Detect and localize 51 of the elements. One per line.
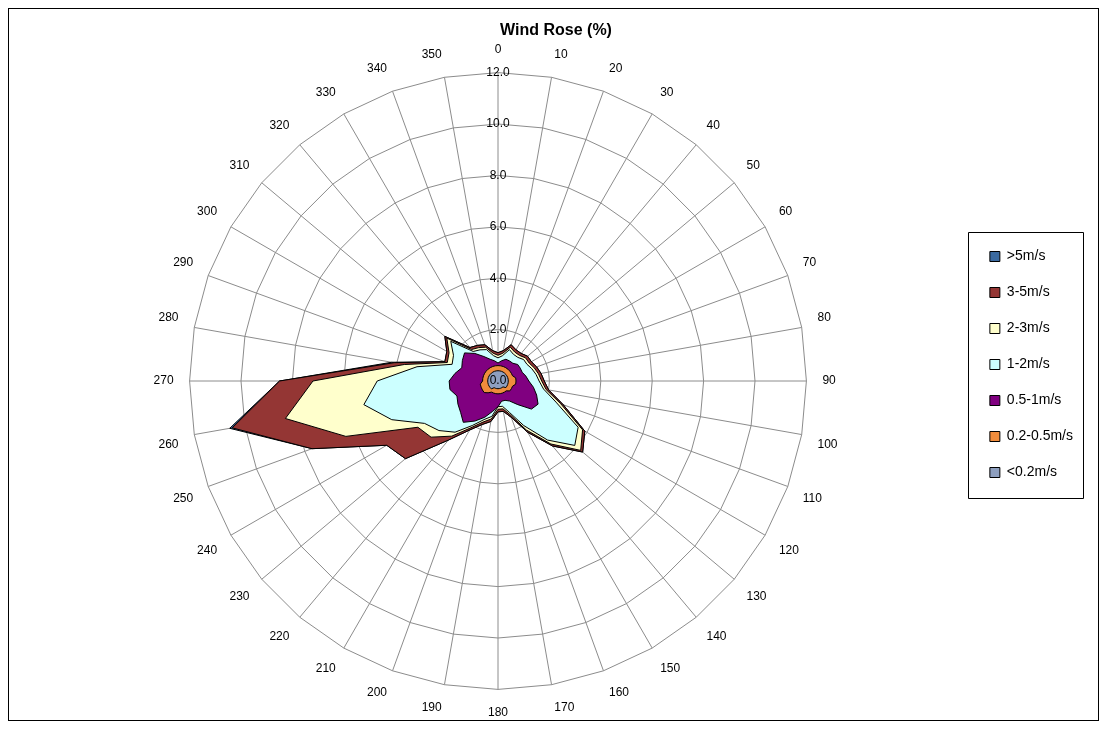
legend-label: 1-2m/s	[1006, 355, 1050, 372]
spoke-label: 100	[817, 436, 838, 451]
spoke-label: 60	[778, 203, 793, 218]
spoke-label: 160	[608, 685, 630, 700]
spoke-label: 20	[608, 61, 623, 76]
spoke-label: 140	[706, 629, 727, 644]
spoke-label: 210	[315, 661, 337, 676]
y-tick-label: 6.0	[489, 219, 507, 234]
spoke-label: 340	[367, 61, 388, 76]
spoke-label: 280	[158, 309, 179, 324]
legend-label: 0.2-0.5m/s	[1006, 427, 1073, 444]
spoke-label: 350	[421, 46, 442, 61]
spoke-label: 260	[158, 436, 179, 451]
spoke-label: 120	[778, 542, 800, 557]
legend-label: >5m/s	[1006, 247, 1046, 264]
y-tick-label: 0.0	[489, 373, 507, 388]
spoke-label: 270	[153, 373, 174, 388]
spoke-label: 240	[197, 542, 218, 557]
spoke-label: 90	[822, 373, 837, 388]
spoke-label: 300	[197, 203, 218, 218]
spoke-label: 80	[817, 309, 832, 324]
spoke-label: 250	[173, 491, 194, 506]
spoke-label: 50	[746, 157, 761, 172]
y-tick-label: 4.0	[489, 270, 507, 285]
spoke-label: 170	[554, 699, 575, 714]
y-tick-label: 8.0	[489, 167, 507, 182]
y-tick-label: 12.0	[486, 64, 510, 79]
legend-label: <0.2m/s	[1006, 463, 1058, 480]
spoke-label: 130	[746, 589, 767, 604]
spoke-label: 0	[494, 41, 502, 56]
spoke-label: 230	[229, 589, 250, 604]
spoke-label: 110	[802, 491, 823, 506]
spoke-label: 330	[315, 85, 337, 100]
spoke-label: 10	[554, 46, 569, 61]
spoke-label: 70	[802, 255, 817, 270]
y-tick-label: 10.0	[486, 116, 510, 131]
legend-label: 2-3m/s	[1006, 319, 1050, 336]
spoke-label: 290	[173, 255, 194, 270]
spoke-label: 310	[229, 157, 250, 172]
legend-label: 0.5-1m/s	[1006, 391, 1062, 408]
legend-label: 3-5m/s	[1006, 283, 1050, 300]
spoke-label: 200	[367, 685, 388, 700]
spoke-label: 150	[660, 661, 681, 676]
y-tick-label: 2.0	[489, 321, 507, 336]
chart-title: Wind Rose (%)	[500, 21, 612, 39]
spoke-label: 320	[269, 117, 290, 132]
spoke-label: 190	[421, 699, 442, 714]
spoke-label: 40	[706, 117, 721, 132]
spoke-label: 220	[269, 629, 290, 644]
spoke-label: 30	[660, 85, 674, 100]
spoke-label: 180	[487, 704, 509, 719]
